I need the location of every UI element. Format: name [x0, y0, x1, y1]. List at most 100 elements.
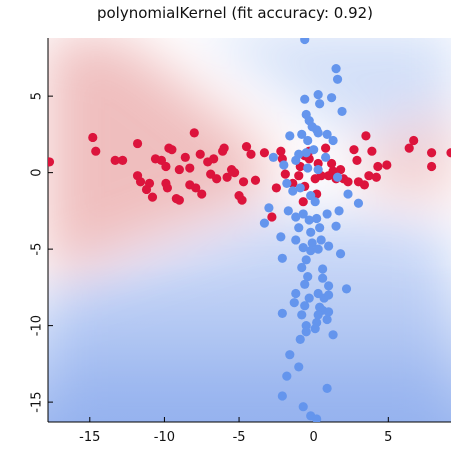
red-point [191, 183, 201, 193]
blue-point [288, 186, 298, 196]
red-point [229, 168, 240, 178]
blue-point [289, 298, 299, 308]
red-point [197, 189, 207, 199]
blue-point [297, 310, 307, 320]
blue-point [322, 314, 332, 325]
red-point [195, 149, 205, 159]
blue-point [295, 183, 305, 193]
blue-point [306, 227, 316, 237]
series-blue [259, 38, 364, 422]
blue-point [326, 93, 337, 103]
red-point [404, 143, 414, 153]
red-point [238, 177, 249, 187]
blue-point [282, 178, 292, 188]
blue-point [297, 129, 307, 139]
blue-point [313, 164, 323, 175]
blue-point [328, 330, 338, 340]
blue-point [300, 94, 310, 104]
blue-point [318, 273, 328, 283]
red-point [88, 132, 98, 143]
red-point [250, 175, 261, 185]
y-tick-label: -10 [30, 315, 45, 336]
blue-point [316, 235, 326, 245]
red-point [409, 135, 419, 146]
blue-point [298, 242, 308, 253]
blue-point [335, 249, 346, 259]
red-point [373, 161, 383, 172]
red-point [174, 195, 184, 205]
red-point [167, 145, 177, 155]
red-point [446, 148, 451, 158]
red-point [349, 145, 359, 155]
blue-point [322, 129, 332, 139]
red-region-right [358, 113, 451, 203]
red-point [267, 212, 277, 222]
blue-point [264, 203, 274, 213]
red-point [294, 171, 304, 181]
blue-region-top [209, 38, 451, 135]
y-tick-label: -5 [30, 243, 45, 256]
red-point [371, 172, 381, 182]
red-point [276, 146, 286, 156]
red-point [359, 180, 370, 190]
blue-point [285, 350, 295, 360]
red-point [298, 197, 308, 207]
blue-point [303, 163, 313, 173]
red-point [326, 158, 337, 169]
blue-point [341, 284, 352, 294]
red-point [361, 131, 371, 141]
blue-point [304, 293, 314, 303]
blue-point [301, 255, 311, 265]
blue-point [332, 74, 343, 84]
red-point [180, 152, 190, 162]
red-point [219, 143, 229, 153]
y-tick-label: 5 [30, 92, 45, 100]
blue-point [291, 235, 301, 245]
blue-point [304, 215, 314, 225]
red-point [367, 146, 377, 156]
blue-point [318, 264, 328, 274]
red-point [185, 163, 195, 173]
blue-point [298, 402, 308, 412]
red-point [161, 161, 171, 172]
blue-point [353, 198, 364, 208]
blue-point [328, 135, 338, 146]
blue-point [295, 334, 305, 344]
blue-point [300, 301, 310, 311]
blue-point [321, 152, 331, 162]
blue-point [282, 371, 292, 381]
blue-point [259, 218, 270, 228]
red-point [147, 192, 158, 202]
blue-point [331, 63, 341, 74]
red-point [110, 155, 120, 165]
red-point [91, 146, 101, 156]
blue-point [291, 212, 301, 222]
red-point [132, 138, 143, 149]
red-point [161, 178, 171, 188]
blue-point [313, 90, 323, 100]
blue-point [285, 131, 295, 141]
y-tick-label: -15 [30, 391, 45, 412]
blue-point [301, 148, 311, 158]
red-point [426, 148, 437, 158]
red-point [259, 148, 270, 158]
blue-point [307, 238, 317, 248]
blue-point [331, 221, 341, 231]
blue-point [306, 246, 316, 256]
red-point [118, 155, 128, 165]
decision-region-background [48, 38, 451, 422]
x-tick-label: 0 [310, 430, 318, 445]
blue-point [297, 262, 307, 273]
blue-point [322, 209, 332, 219]
red-point [141, 184, 152, 195]
blue-point [268, 152, 278, 162]
blue-point [310, 197, 320, 207]
red-point [382, 160, 392, 170]
blue-point [309, 145, 319, 155]
data-points [48, 38, 451, 422]
red-point [343, 177, 353, 187]
blue-point [277, 308, 287, 318]
blue-point [291, 288, 301, 299]
blue-point [315, 223, 325, 233]
